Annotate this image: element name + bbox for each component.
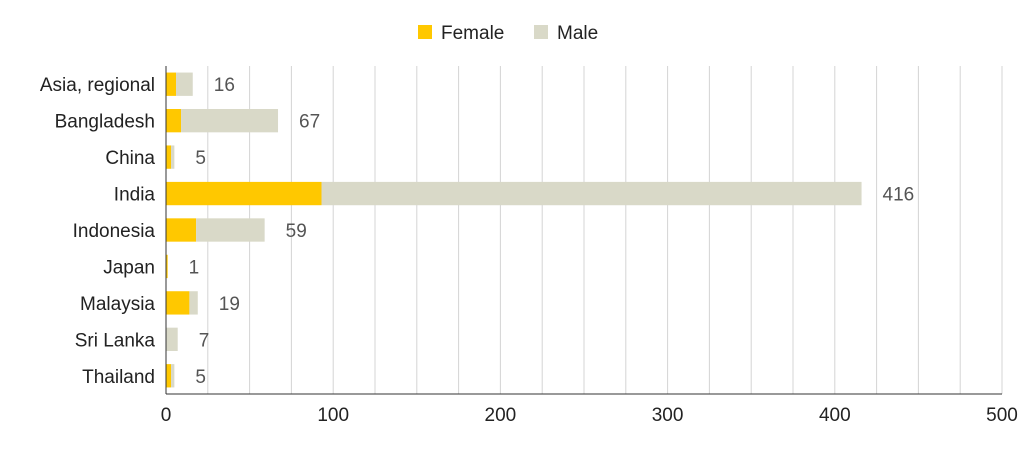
bar-male bbox=[189, 291, 198, 315]
total-label: 5 bbox=[195, 148, 206, 169]
x-tick-label: 200 bbox=[485, 405, 517, 426]
category-label: China bbox=[105, 148, 155, 169]
category-label: Bangladesh bbox=[55, 112, 155, 133]
legend-label-male: Male bbox=[557, 23, 598, 44]
total-label: 5 bbox=[195, 367, 206, 388]
category-label: Sri Lanka bbox=[75, 330, 156, 351]
bar-male bbox=[171, 364, 175, 388]
bar-female bbox=[166, 254, 168, 279]
category-label: Indonesia bbox=[73, 221, 156, 242]
bar-male bbox=[196, 218, 265, 242]
bar-female bbox=[166, 181, 322, 206]
bar-female bbox=[166, 72, 177, 96]
total-label: 67 bbox=[299, 112, 320, 133]
legend-swatch-female bbox=[418, 25, 432, 39]
total-label: 59 bbox=[286, 221, 307, 242]
bar-female bbox=[166, 218, 197, 242]
category-label: Malaysia bbox=[80, 294, 155, 315]
x-tick-label: 300 bbox=[652, 405, 684, 426]
gridlines bbox=[207, 66, 1003, 394]
x-tick-label: 400 bbox=[819, 405, 851, 426]
total-label: 416 bbox=[883, 185, 915, 206]
bar-female bbox=[166, 364, 172, 388]
legend-label-female: Female bbox=[441, 23, 504, 44]
legend-swatch-male bbox=[534, 25, 548, 39]
total-label: 19 bbox=[219, 294, 240, 315]
x-tick-label: 0 bbox=[161, 405, 172, 426]
total-label: 1 bbox=[189, 257, 200, 278]
category-label: India bbox=[114, 185, 156, 206]
bar-female bbox=[166, 145, 172, 169]
category-label: Japan bbox=[103, 257, 155, 278]
x-tick-label: 100 bbox=[317, 405, 349, 426]
bar-male bbox=[321, 181, 862, 206]
bar-female bbox=[166, 109, 182, 133]
category-label: Asia, regional bbox=[40, 75, 155, 96]
category-label: Thailand bbox=[82, 367, 155, 388]
bar-female bbox=[166, 291, 190, 315]
x-tick-label: 500 bbox=[986, 405, 1018, 426]
total-label: 7 bbox=[199, 330, 210, 351]
bar-male bbox=[181, 109, 279, 133]
bars bbox=[166, 72, 862, 388]
bar-male bbox=[171, 145, 175, 169]
labels: 0 100 200 300 400 500 Asia, regional 16 Banglade… bbox=[40, 75, 1018, 426]
total-label: 16 bbox=[214, 75, 235, 96]
bar-male bbox=[176, 72, 193, 96]
bar-male bbox=[166, 327, 178, 351]
legend: Female Male bbox=[418, 23, 598, 44]
